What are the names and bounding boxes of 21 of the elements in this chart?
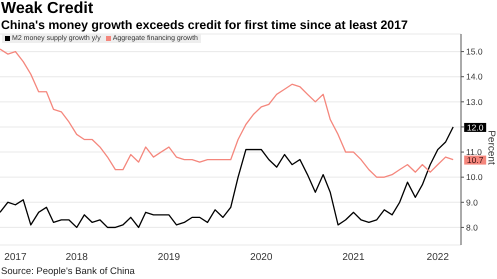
data-label: 12.0 (466, 122, 484, 132)
x-tick-label: 2022 (426, 252, 450, 264)
x-tick-label: 2020 (250, 252, 273, 264)
line-series (0, 48, 454, 178)
y-tick-label: 10.0 (466, 172, 483, 182)
x-tick-label: 2017 (4, 252, 27, 264)
y-tick-label: 11.0 (466, 147, 482, 158)
y-tick-label: 8.0 (466, 222, 478, 232)
chart-subtitle: China's money growth exceeds credit for first time since at least 2017 (1, 18, 408, 32)
source-note: Source: People's Bank of China (1, 266, 135, 277)
y-axis-title: Percent (486, 130, 497, 164)
y-tick-label: 13.0 (466, 96, 483, 107)
y-tick-label: 14.0 (466, 72, 483, 82)
data-label: 10.7 (466, 155, 484, 166)
chart-title: Weak Credit (1, 0, 94, 18)
line-series (0, 126, 454, 228)
x-tick-label: 2021 (342, 252, 366, 264)
x-tick-label: 2018 (66, 252, 88, 264)
y-tick-label: 9.0 (466, 197, 478, 208)
x-tick-label: 2019 (158, 252, 180, 264)
y-tick-label: 15.0 (466, 46, 483, 57)
